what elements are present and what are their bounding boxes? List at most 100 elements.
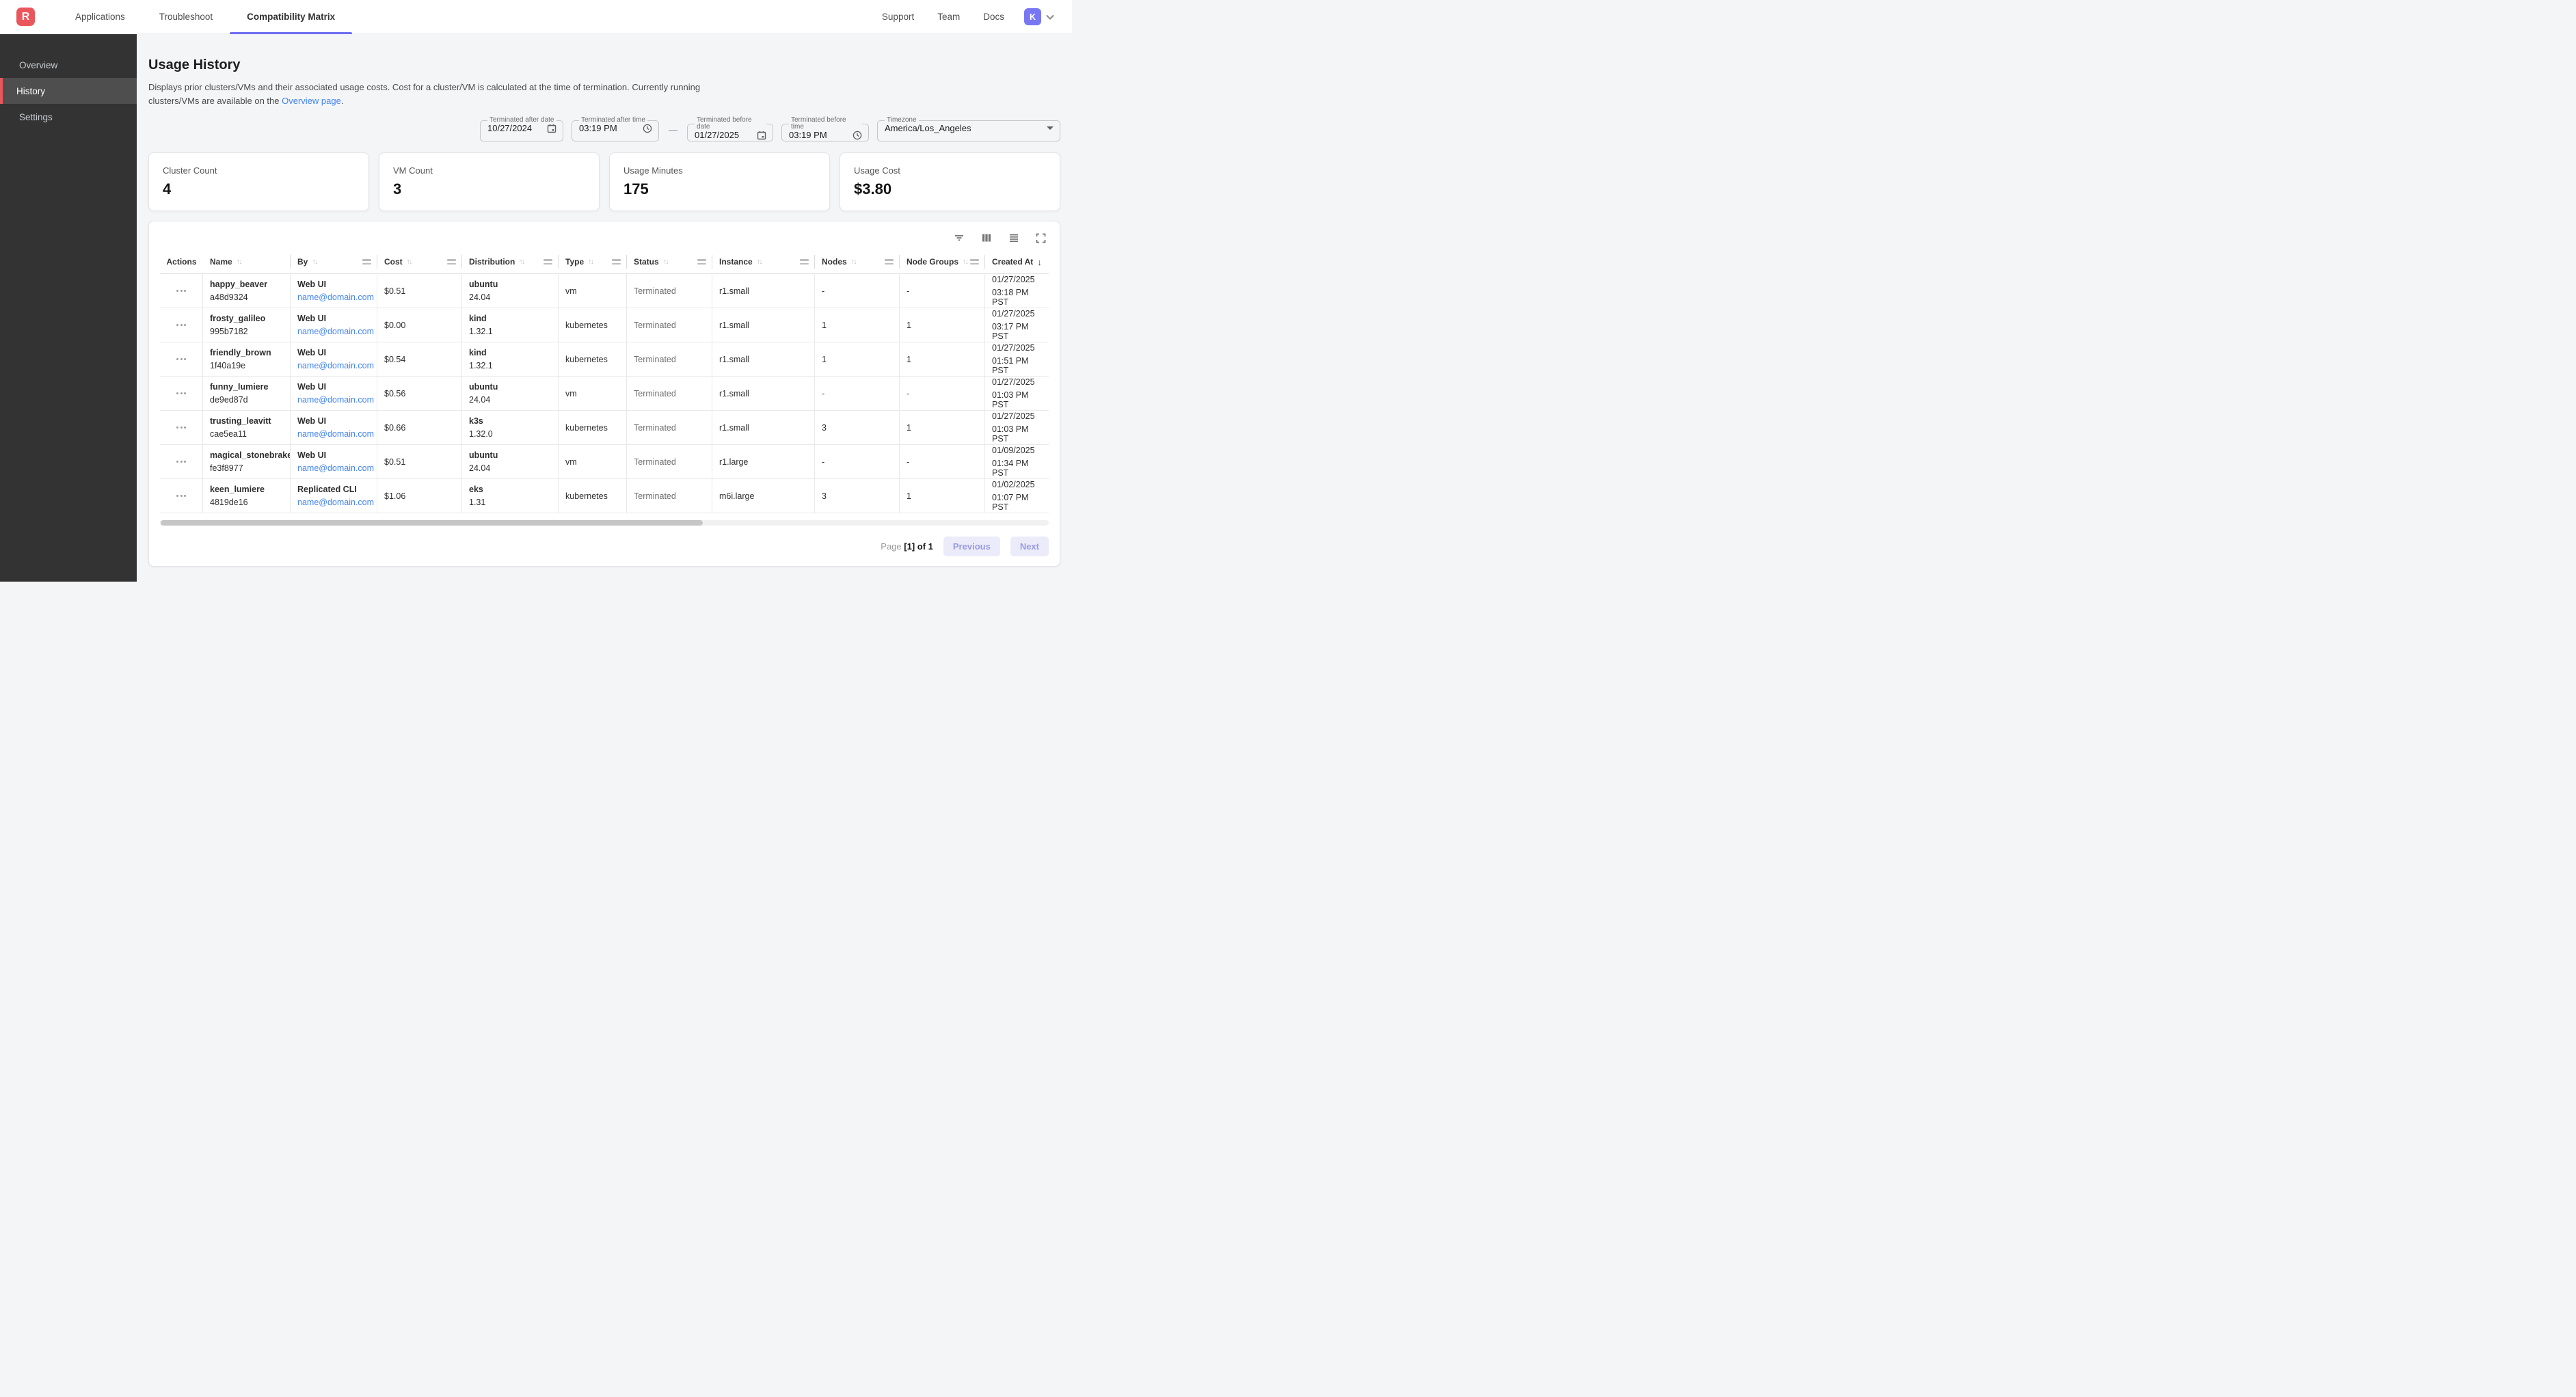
column-resize-handle-icon[interactable] — [800, 259, 809, 265]
replicated-logo[interactable]: R — [16, 8, 35, 26]
sort-icon[interactable]: ↑↓ — [312, 258, 318, 266]
docs-link[interactable]: Docs — [983, 12, 1004, 22]
created-by-email-link[interactable]: name@domain.com — [297, 293, 375, 302]
sort-icon[interactable]: ↑↓ — [662, 258, 669, 266]
column-resize-handle-icon[interactable] — [447, 259, 456, 265]
column-label[interactable]: Instance — [719, 257, 753, 267]
sort-icon[interactable]: ↑↓ — [588, 258, 594, 266]
terminated-after-date-value[interactable]: 10/27/2024 — [487, 123, 533, 133]
column-header-status: Status ↑↓ — [627, 250, 712, 273]
row-menu-button[interactable] — [172, 388, 190, 398]
column-resize-handle-icon[interactable] — [697, 259, 706, 265]
column-label[interactable]: Name — [210, 257, 232, 267]
column-resize-handle-icon[interactable] — [362, 259, 371, 265]
sidebar-item-history[interactable]: History — [0, 78, 137, 104]
column-label[interactable]: By — [297, 257, 308, 267]
tab-compatibility-matrix[interactable]: Compatibility Matrix — [230, 0, 353, 34]
status-value: Terminated — [634, 354, 676, 364]
clock-icon[interactable] — [643, 124, 652, 133]
overview-page-link[interactable]: Overview page — [282, 96, 341, 106]
tab-applications[interactable]: Applications — [75, 12, 125, 22]
columns-button[interactable] — [981, 232, 992, 243]
calendar-icon[interactable] — [757, 131, 766, 140]
terminated-after-date-field[interactable]: Terminated after date 10/27/2024 — [480, 117, 563, 141]
terminated-before-time-value[interactable]: 03:19 PM — [789, 130, 827, 140]
timezone-select[interactable]: Timezone America/Los_Angeles — [877, 117, 1060, 141]
sidebar-item-settings[interactable]: Settings — [19, 111, 53, 122]
node-groups-cell: 1 — [900, 342, 985, 376]
column-label[interactable]: Status — [634, 257, 659, 267]
created-by-email-link[interactable]: name@domain.com — [297, 463, 375, 473]
timezone-value[interactable]: America/Los_Angeles — [885, 123, 971, 133]
sort-icon[interactable]: ↑↓ — [406, 258, 413, 266]
created-by-email-link[interactable]: name@domain.com — [297, 395, 375, 405]
column-label[interactable]: Cost — [384, 257, 403, 267]
distribution-cell: ubuntu 24.04 — [462, 274, 559, 308]
fullscreen-button[interactable] — [1036, 232, 1046, 243]
cluster-id: 1f40a19e — [210, 361, 246, 370]
row-menu-button[interactable] — [172, 422, 190, 433]
column-label[interactable]: Distribution — [469, 257, 515, 267]
column-label[interactable]: Node Groups — [907, 257, 959, 267]
terminated-before-time-field[interactable]: Terminated before time 03:19 PM — [781, 117, 869, 141]
sort-icon[interactable]: ↑↓ — [963, 258, 969, 266]
table-row: funny_lumiere de9ed87d Web UI name@domai… — [160, 377, 1049, 411]
row-actions-cell — [160, 445, 203, 478]
type-value: kubernetes — [565, 320, 608, 330]
support-link[interactable]: Support — [881, 12, 915, 22]
terminated-after-time-value[interactable]: 03:19 PM — [579, 123, 617, 133]
main-content: Usage History Displays prior clusters/VM… — [137, 34, 1072, 582]
column-resize-handle-icon[interactable] — [544, 259, 552, 265]
column-resize-handle-icon[interactable] — [612, 259, 621, 265]
created-by-email-link[interactable]: name@domain.com — [297, 498, 375, 507]
previous-page-button[interactable]: Previous — [943, 537, 1000, 556]
cluster-id: fe3f8977 — [210, 463, 243, 473]
column-header-node-groups: Node Groups ↑↓ — [900, 250, 985, 273]
stat-label: Usage Minutes — [623, 165, 683, 176]
column-resize-handle-icon[interactable] — [885, 259, 894, 265]
scrollbar-thumb[interactable] — [161, 520, 703, 526]
clock-icon[interactable] — [853, 131, 862, 140]
terminated-after-time-field[interactable]: Terminated after time 03:19 PM — [572, 117, 659, 141]
sort-icon[interactable]: ↑↓ — [236, 258, 243, 266]
calendar-icon[interactable] — [547, 124, 556, 133]
column-header-created-at: Created At ↓ — [985, 250, 1050, 273]
column-resize-handle-icon[interactable] — [970, 259, 979, 265]
cost-value: $0.51 — [384, 286, 406, 296]
sort-descending-icon[interactable]: ↓ — [1037, 256, 1042, 267]
column-header-distribution: Distribution ↑↓ — [462, 250, 559, 273]
column-label[interactable]: Type — [565, 257, 585, 267]
row-menu-button[interactable] — [172, 491, 190, 501]
type-cell: kubernetes — [559, 308, 627, 342]
created-date: 01/09/2025 — [992, 446, 1035, 455]
sort-icon[interactable]: ↑↓ — [519, 258, 525, 266]
row-menu-button[interactable] — [172, 286, 190, 296]
row-actions-cell — [160, 377, 203, 410]
row-menu-button[interactable] — [172, 354, 190, 364]
next-page-button[interactable]: Next — [1010, 537, 1049, 556]
created-at-cell: 01/09/2025 01:34 PM PST — [985, 445, 1050, 478]
page-description-suffix: . — [340, 96, 344, 106]
account-menu-chevron[interactable] — [1045, 12, 1056, 23]
more-options-icon — [176, 324, 186, 326]
horizontal-scrollbar[interactable] — [160, 520, 1049, 526]
row-menu-button[interactable] — [172, 457, 190, 467]
created-by-email-link[interactable]: name@domain.com — [297, 429, 375, 439]
created-date: 01/02/2025 — [992, 480, 1035, 489]
sort-icon[interactable]: ↑↓ — [756, 258, 763, 266]
terminated-before-date-field[interactable]: Terminated before date 01/27/2025 — [687, 117, 773, 141]
avatar[interactable]: K — [1024, 8, 1041, 25]
column-label[interactable]: Nodes — [822, 257, 847, 267]
created-by-email-link[interactable]: name@domain.com — [297, 361, 375, 370]
density-button[interactable] — [1008, 232, 1019, 243]
terminated-before-date-value[interactable]: 01/27/2025 — [695, 130, 740, 140]
tab-troubleshoot[interactable]: Troubleshoot — [159, 12, 213, 22]
column-label[interactable]: Created At — [992, 257, 1034, 267]
created-by-email-link[interactable]: name@domain.com — [297, 327, 375, 336]
team-link[interactable]: Team — [937, 12, 961, 22]
filter-button[interactable] — [954, 232, 965, 243]
caret-down-icon[interactable] — [1047, 126, 1054, 130]
sidebar-item-overview[interactable]: Overview — [19, 59, 58, 70]
sort-icon[interactable]: ↑↓ — [850, 258, 857, 266]
row-menu-button[interactable] — [172, 320, 190, 330]
